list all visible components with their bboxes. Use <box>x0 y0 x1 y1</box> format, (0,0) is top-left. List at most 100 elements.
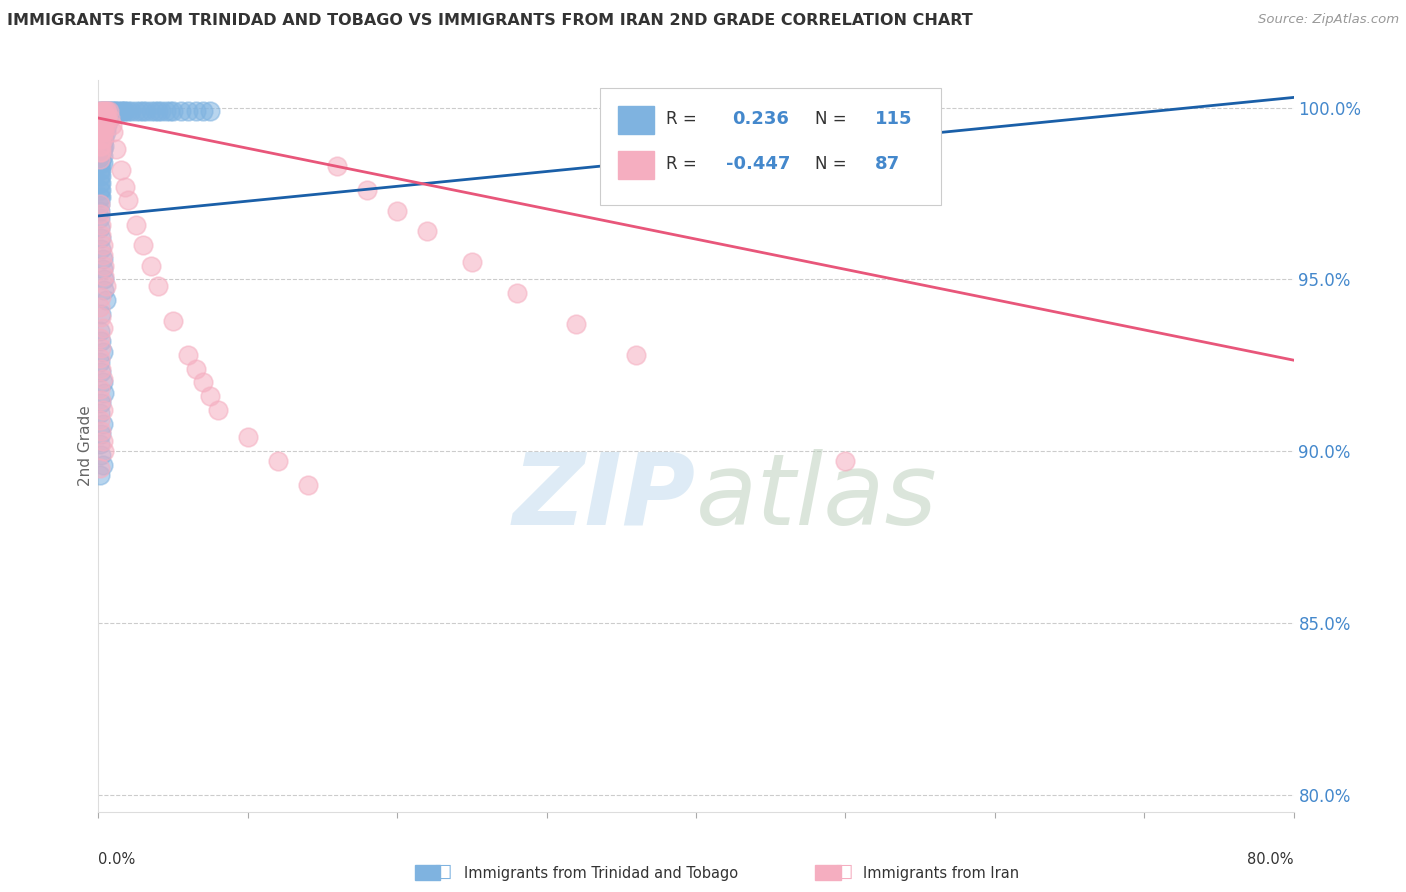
Point <box>90 128 112 143</box>
Text: ZIP: ZIP <box>513 449 696 546</box>
Point <box>91 417 114 431</box>
Point <box>91 155 114 169</box>
Point <box>90 365 112 379</box>
Point <box>117 194 139 208</box>
Point <box>114 179 136 194</box>
Point <box>93 125 115 139</box>
Point <box>93 283 115 297</box>
Point <box>94 104 117 119</box>
Point <box>91 121 114 136</box>
Point <box>506 286 529 301</box>
Point <box>89 114 111 128</box>
Text: Immigrants from Trinidad and Tobago: Immigrants from Trinidad and Tobago <box>464 866 738 881</box>
Text: R =: R = <box>666 110 697 128</box>
Point <box>90 231 112 245</box>
Point <box>90 190 112 204</box>
Point <box>89 324 111 338</box>
Point <box>93 111 115 125</box>
Point <box>110 162 132 177</box>
Point <box>90 104 112 119</box>
Point <box>143 104 166 119</box>
Point <box>91 458 114 472</box>
Point <box>669 101 692 115</box>
Point <box>169 104 191 119</box>
Point <box>236 430 259 444</box>
Point <box>90 448 112 462</box>
Point <box>91 372 114 386</box>
Point <box>94 111 117 125</box>
Point <box>89 125 111 139</box>
Point <box>93 111 115 125</box>
Point <box>177 348 200 362</box>
Point <box>90 131 112 145</box>
Text: 0.0%: 0.0% <box>98 852 135 867</box>
Point <box>90 290 112 304</box>
FancyBboxPatch shape <box>619 106 654 134</box>
Point <box>125 104 148 119</box>
Point <box>89 138 111 153</box>
Point <box>90 218 112 232</box>
Point <box>91 262 114 277</box>
Point <box>101 118 124 132</box>
Point <box>90 169 112 184</box>
Point <box>132 238 155 252</box>
Point <box>91 149 114 163</box>
Point <box>89 331 111 345</box>
Text: R =: R = <box>666 155 697 173</box>
Point <box>91 104 114 119</box>
Point <box>89 300 111 314</box>
Point <box>90 149 112 163</box>
Point <box>132 104 155 119</box>
Point <box>626 348 648 362</box>
Text: atlas: atlas <box>696 449 938 546</box>
Point <box>184 104 207 119</box>
Point <box>565 317 588 331</box>
Point <box>94 293 117 307</box>
Point <box>89 355 111 369</box>
Point <box>135 104 157 119</box>
Point <box>103 125 125 139</box>
Point <box>89 131 111 145</box>
Point <box>89 176 111 190</box>
Point <box>94 104 117 119</box>
Text: □: □ <box>433 863 453 881</box>
Point <box>90 427 112 442</box>
Point <box>90 138 112 153</box>
Point <box>105 142 128 156</box>
Point <box>89 153 111 167</box>
Point <box>111 104 134 119</box>
Point <box>97 111 120 125</box>
Point <box>89 135 111 149</box>
Point <box>90 111 112 125</box>
Text: N =: N = <box>815 110 846 128</box>
Text: 115: 115 <box>875 110 912 128</box>
Point <box>89 190 111 204</box>
Point <box>89 351 111 366</box>
Point <box>89 169 111 184</box>
Point <box>91 125 114 139</box>
Point <box>91 135 114 149</box>
Point <box>89 128 111 143</box>
Point <box>90 341 112 355</box>
Point <box>93 131 115 145</box>
Point <box>91 111 114 125</box>
Point <box>90 392 112 407</box>
Point <box>93 259 115 273</box>
Point <box>91 128 114 143</box>
Point <box>91 344 114 359</box>
Point <box>90 145 112 160</box>
Point <box>93 138 115 153</box>
Point <box>162 104 184 119</box>
Point <box>91 248 114 262</box>
Point <box>90 104 112 119</box>
Point <box>114 104 136 119</box>
Point <box>200 104 222 119</box>
Point <box>93 125 115 139</box>
Point <box>93 385 115 400</box>
Point <box>91 142 114 156</box>
Point <box>96 104 118 119</box>
Point <box>89 107 111 121</box>
Point <box>90 107 112 121</box>
Point <box>90 183 112 197</box>
Text: IMMIGRANTS FROM TRINIDAD AND TOBAGO VS IMMIGRANTS FROM IRAN 2ND GRADE CORRELATIO: IMMIGRANTS FROM TRINIDAD AND TOBAGO VS I… <box>7 13 973 29</box>
